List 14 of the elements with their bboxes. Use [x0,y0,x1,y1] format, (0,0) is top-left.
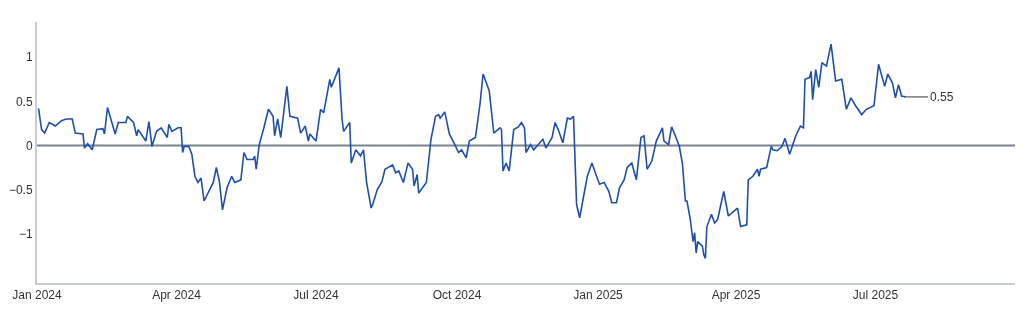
y-tick-label: 0 [25,138,33,153]
line-series [37,43,907,260]
annotation: 0.55 [930,90,954,104]
x-tick-label: Apr 2025 [711,288,761,303]
x-tick-label: Apr 2024 [152,288,202,303]
x-tick-label: Oct 2024 [432,288,482,303]
x-tick-label: Jul 2025 [852,288,899,303]
x-tick-label: Jul 2024 [293,288,339,303]
x-tick-label: Jan 2024 [12,288,63,303]
y-tick-label: −1 [18,226,33,241]
y-tick-label: 1 [25,50,33,65]
y-tick-label: 0.5 [15,94,33,109]
x-tick-label: Jan 2025 [573,288,624,303]
y-tick-label: −0.5 [8,182,33,197]
